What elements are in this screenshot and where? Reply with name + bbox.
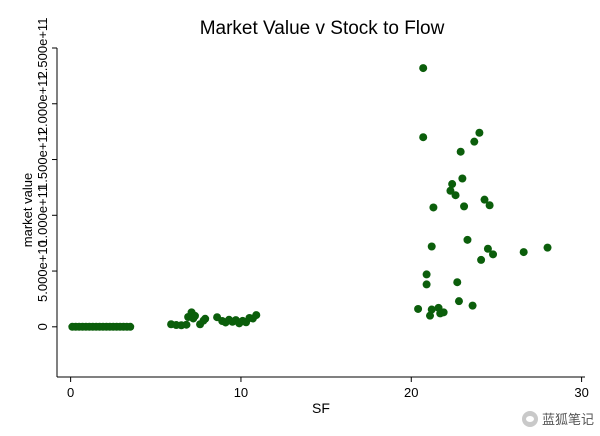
data-point bbox=[453, 278, 462, 287]
data-point bbox=[489, 250, 498, 259]
data-point bbox=[454, 297, 463, 306]
data-point bbox=[439, 308, 448, 317]
data-point bbox=[468, 301, 477, 310]
data-point bbox=[458, 174, 467, 183]
data-point bbox=[427, 305, 436, 314]
watermark: 蓝狐笔记 bbox=[521, 409, 594, 428]
data-point bbox=[419, 64, 428, 73]
data-point bbox=[448, 180, 457, 189]
data-point bbox=[470, 137, 479, 146]
data-point bbox=[429, 203, 438, 212]
y-axis-label: market value bbox=[20, 173, 35, 247]
y-tick-label: 2.000e+11 bbox=[35, 73, 50, 134]
data-point bbox=[414, 304, 423, 313]
data-point bbox=[485, 201, 494, 210]
plot-frame bbox=[56, 48, 585, 378]
data-point bbox=[182, 320, 191, 329]
data-point bbox=[252, 311, 261, 320]
data-point bbox=[460, 202, 469, 211]
data-point bbox=[426, 311, 435, 320]
data-point bbox=[126, 322, 135, 331]
x-tick-label: 0 bbox=[67, 385, 74, 400]
x-axis-ticks: 0 10 20 30 bbox=[67, 377, 589, 400]
data-point bbox=[519, 248, 528, 257]
data-point bbox=[543, 243, 552, 252]
chart-title: Market Value v Stock to Flow bbox=[200, 18, 445, 39]
data-point bbox=[477, 255, 486, 264]
data-point bbox=[427, 242, 436, 251]
data-point bbox=[463, 235, 472, 244]
data-point bbox=[451, 191, 460, 200]
y-tick-label: 0 bbox=[35, 323, 50, 330]
data-point bbox=[456, 147, 465, 156]
y-tick-label: 2.500e+11 bbox=[35, 18, 50, 79]
x-tick-label: 10 bbox=[234, 385, 248, 400]
scatter-points bbox=[68, 64, 552, 331]
data-point bbox=[201, 314, 210, 323]
data-point bbox=[190, 311, 199, 320]
y-axis-ticks: 0 5.000e+101.000e+111.500e+112.000e+112.5… bbox=[35, 18, 57, 330]
x-axis-label: SF bbox=[312, 400, 330, 416]
y-tick-label: 1.000e+11 bbox=[35, 185, 50, 246]
data-point bbox=[419, 133, 428, 142]
data-point bbox=[475, 128, 484, 137]
chat-bubble-icon bbox=[521, 410, 538, 427]
x-tick-label: 30 bbox=[574, 385, 588, 400]
watermark-text: 蓝狐笔记 bbox=[541, 413, 594, 428]
data-point bbox=[422, 270, 431, 279]
data-point bbox=[422, 280, 431, 289]
y-tick-label: 5.000e+10 bbox=[35, 240, 50, 302]
x-tick-label: 20 bbox=[404, 385, 418, 400]
data-point bbox=[483, 244, 492, 253]
y-tick-label: 1.500e+11 bbox=[35, 129, 50, 190]
data-point bbox=[480, 195, 489, 204]
